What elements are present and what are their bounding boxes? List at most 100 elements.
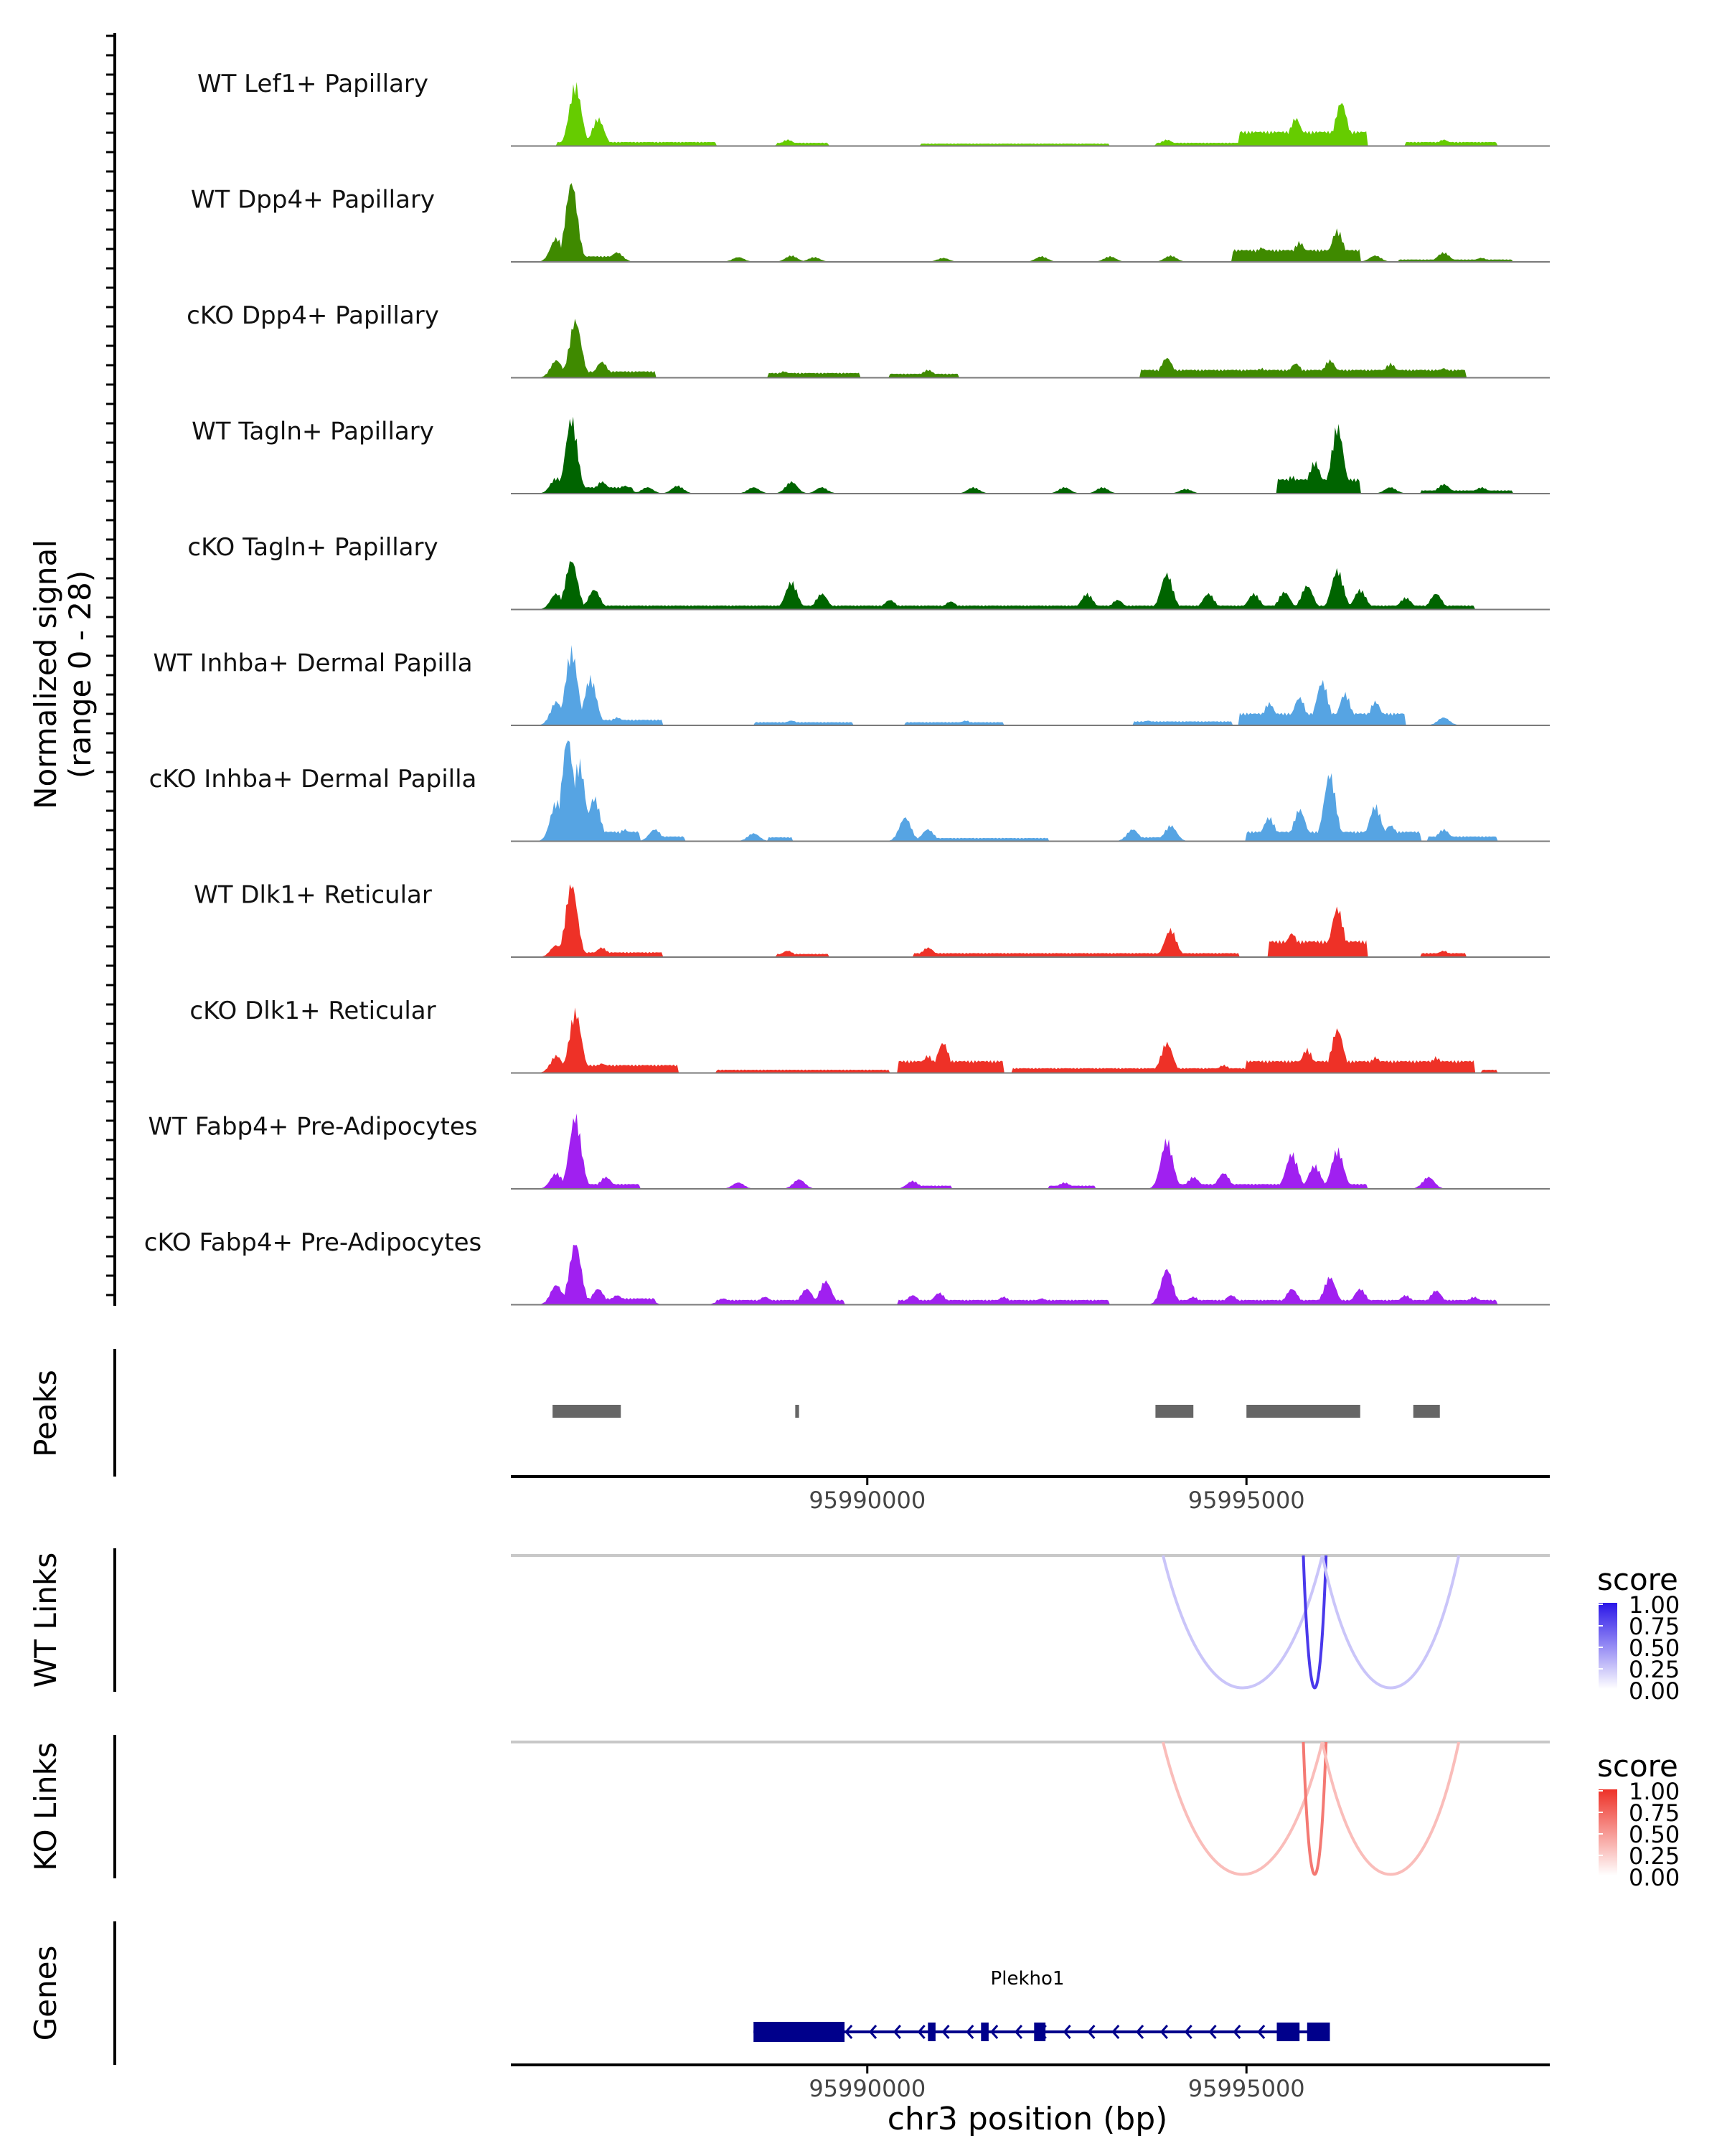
x-axis-title: chr3 position (bp) <box>888 2101 1168 2137</box>
legend-colorbar <box>1599 1789 1617 1875</box>
coverage-area <box>511 82 1550 146</box>
coverage-area <box>511 1007 1550 1073</box>
link-arc <box>1162 1555 1324 1690</box>
peak-region <box>1413 1405 1440 1418</box>
gene-exon <box>1276 2023 1300 2041</box>
legend-tick-label: 0.25 <box>1629 1842 1680 1870</box>
strand-arrow <box>893 2025 901 2039</box>
track-label: cKO Fabp4+ Pre-Adipocytes <box>144 1228 482 1257</box>
score-legends: score1.000.750.500.250.00score1.000.750.… <box>1597 1562 1680 1891</box>
gene-exon <box>1307 2023 1330 2041</box>
coverage-track: WT Dlk1+ Reticular <box>194 881 1550 958</box>
legend-tick-label: 0.50 <box>1629 1821 1680 1848</box>
coverage-area <box>511 1113 1550 1189</box>
coverage-track: WT Dpp4+ Papillary <box>191 183 1550 263</box>
legend-tick-label: 1.00 <box>1629 1778 1680 1805</box>
strand-arrow <box>1233 2025 1241 2039</box>
bottom-x-axis-ticks: 95990000 95995000 <box>809 2065 1305 2102</box>
coverage-area <box>511 1245 1550 1305</box>
coverage-area <box>511 416 1550 494</box>
peak-region <box>795 1405 799 1418</box>
gene-exon <box>981 2023 989 2041</box>
wt-links-panel <box>511 1554 1550 1690</box>
peak-regions <box>552 1405 1440 1418</box>
track-label: cKO Dpp4+ Papillary <box>187 301 439 330</box>
x-tick-label: 95995000 <box>1188 2075 1305 2102</box>
coverage-track: WT Fabp4+ Pre-Adipocytes <box>149 1113 1550 1190</box>
strand-arrow <box>1184 2025 1192 2039</box>
coverage-track: WT Tagln+ Papillary <box>192 416 1550 494</box>
coverage-tracks: WT Lef1+ Papillary WT Dpp4+ Papillary cKO … <box>144 70 1550 1306</box>
legend-tick-label: 0.50 <box>1629 1634 1680 1662</box>
gene-exon <box>928 2023 936 2041</box>
legend-tick-label: 0.75 <box>1629 1613 1680 1640</box>
coverage-area <box>511 183 1550 262</box>
coverage-track: cKO Inhba+ Dermal Papilla <box>149 740 1550 842</box>
gene-exon <box>1034 2023 1046 2041</box>
coverage-area <box>511 884 1550 957</box>
strand-arrow <box>990 2025 999 2039</box>
link-arc <box>1162 1741 1324 1876</box>
gene-model <box>753 2022 1330 2042</box>
strand-arrow <box>1208 2025 1217 2039</box>
ko-links-panel-title: KO Links <box>28 1742 63 1871</box>
links-panels <box>511 1554 1550 1876</box>
strand-arrow <box>1136 2025 1144 2039</box>
track-label: WT Fabp4+ Pre-Adipocytes <box>149 1113 478 1141</box>
coverage-area <box>511 319 1550 378</box>
strand-arrow <box>966 2025 974 2039</box>
coverage-area <box>511 561 1550 610</box>
x-tick-label: 95990000 <box>809 1487 926 1514</box>
coverage-track: cKO Fabp4+ Pre-Adipocytes <box>144 1228 1550 1306</box>
strand-arrow <box>868 2025 878 2039</box>
legend-tick-label: 0.00 <box>1629 1864 1680 1891</box>
coverage-area <box>511 740 1550 842</box>
strand-arrow <box>1257 2025 1266 2039</box>
link-arc <box>1320 1555 1461 1690</box>
ko-links-panel <box>511 1741 1550 1876</box>
track-label: WT Lef1+ Papillary <box>197 70 428 98</box>
link-arc <box>1302 1741 1328 1876</box>
strand-arrow <box>917 2025 926 2039</box>
peak-region <box>1246 1405 1360 1418</box>
legend-title: score <box>1597 1562 1678 1597</box>
coverage-track: cKO Dpp4+ Papillary <box>187 301 1550 379</box>
coverage-area <box>511 645 1550 725</box>
track-label: cKO Dlk1+ Reticular <box>189 997 436 1025</box>
peaks-panel-title: Peaks <box>28 1370 63 1457</box>
legend-tick-label: 0.75 <box>1629 1799 1680 1827</box>
coverage-track: cKO Tagln+ Papillary <box>187 533 1550 611</box>
gene-exon <box>753 2022 845 2042</box>
coverage-track: WT Lef1+ Papillary <box>197 70 1550 147</box>
track-label: WT Inhba+ Dermal Papilla <box>153 649 472 678</box>
coverage-track: cKO Dlk1+ Reticular <box>189 997 1550 1074</box>
strand-arrow <box>1087 2025 1096 2039</box>
peaks-x-axis-ticks: 95990000 95995000 <box>809 1477 1305 1514</box>
peak-region <box>1155 1405 1194 1418</box>
strand-arrow <box>1063 2025 1071 2039</box>
signal-axis-ticks <box>106 34 115 1296</box>
strand-arrow <box>844 2025 853 2039</box>
x-tick-label: 95990000 <box>809 2075 926 2102</box>
link-arc <box>1302 1555 1328 1690</box>
track-label: cKO Inhba+ Dermal Papilla <box>149 765 477 794</box>
legend-tick-label: 1.00 <box>1629 1591 1680 1619</box>
legend-tick-label: 0.25 <box>1629 1656 1680 1683</box>
legend-tick-label: 0.00 <box>1629 1677 1680 1705</box>
coverage-track: WT Inhba+ Dermal Papilla <box>153 645 1550 726</box>
genes-panel-title: Genes <box>28 1946 63 2041</box>
wt-links-panel-title: WT Links <box>28 1553 63 1687</box>
track-label: WT Dpp4+ Papillary <box>191 186 435 215</box>
gene-name-label: Plekho1 <box>991 1968 1065 1990</box>
strand-arrow <box>1159 2025 1168 2039</box>
link-arc <box>1320 1741 1461 1876</box>
legend-colorbar <box>1599 1603 1617 1689</box>
x-tick-label: 95995000 <box>1188 1487 1305 1514</box>
track-label: WT Tagln+ Papillary <box>192 418 434 446</box>
peak-region <box>552 1405 621 1418</box>
strand-arrow <box>941 2025 950 2039</box>
